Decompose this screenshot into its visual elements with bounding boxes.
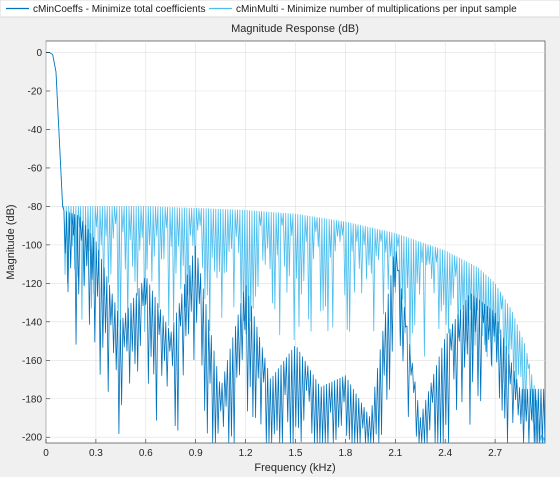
x-tick-label: 0.9 — [189, 448, 203, 459]
legend-box — [0, 0, 560, 18]
x-axis-label: Frequency (kHz) — [254, 462, 335, 474]
x-tick-label: 2.1 — [388, 448, 402, 459]
x-tick-label: 1.5 — [289, 448, 303, 459]
series-line-cminmulti — [46, 52, 545, 443]
y-tick-label: -80 — [28, 202, 43, 213]
x-tick-label: 0.3 — [89, 448, 103, 459]
x-tick-label: 1.2 — [239, 448, 253, 459]
y-tick-label: -100 — [22, 240, 42, 251]
y-tick-label: -180 — [22, 394, 42, 405]
x-tick-label: 2.7 — [488, 448, 502, 459]
y-tick-label: -140 — [22, 317, 42, 328]
legend-label-cminmulti: cMinMulti - Minimize number of multiplic… — [236, 4, 517, 15]
x-tick-label: 0.6 — [139, 448, 153, 459]
series-layer — [46, 52, 545, 443]
y-tick-label: -160 — [22, 356, 42, 367]
x-tick-label: 1.8 — [338, 448, 352, 459]
y-tick-label: -60 — [28, 163, 43, 174]
y-tick-label: -40 — [28, 125, 43, 136]
chart-title: Magnitude Response (dB) — [231, 23, 359, 35]
y-tick-label: -200 — [22, 433, 42, 444]
y-tick-label: -20 — [28, 87, 43, 98]
legend[interactable]: cMinCoeffs - Minimize total coefficients… — [0, 0, 560, 18]
x-tick-label: 0 — [43, 448, 49, 459]
x-tick-label: 2.4 — [438, 448, 452, 459]
y-tick-label: -120 — [22, 279, 42, 290]
legend-label-cmincoeffs: cMinCoeffs - Minimize total coefficients — [33, 4, 205, 15]
y-tick-label: 0 — [36, 48, 42, 59]
axis-ticks: 0 0.3 0.6 0.9 1.2 1.5 1.8 2.1 2.4 2.7 0 -20 -40 -60 -8… — [22, 48, 503, 459]
y-axis-label: Magnitude (dB) — [5, 204, 17, 279]
series-line-cmincoeffs — [46, 52, 545, 443]
